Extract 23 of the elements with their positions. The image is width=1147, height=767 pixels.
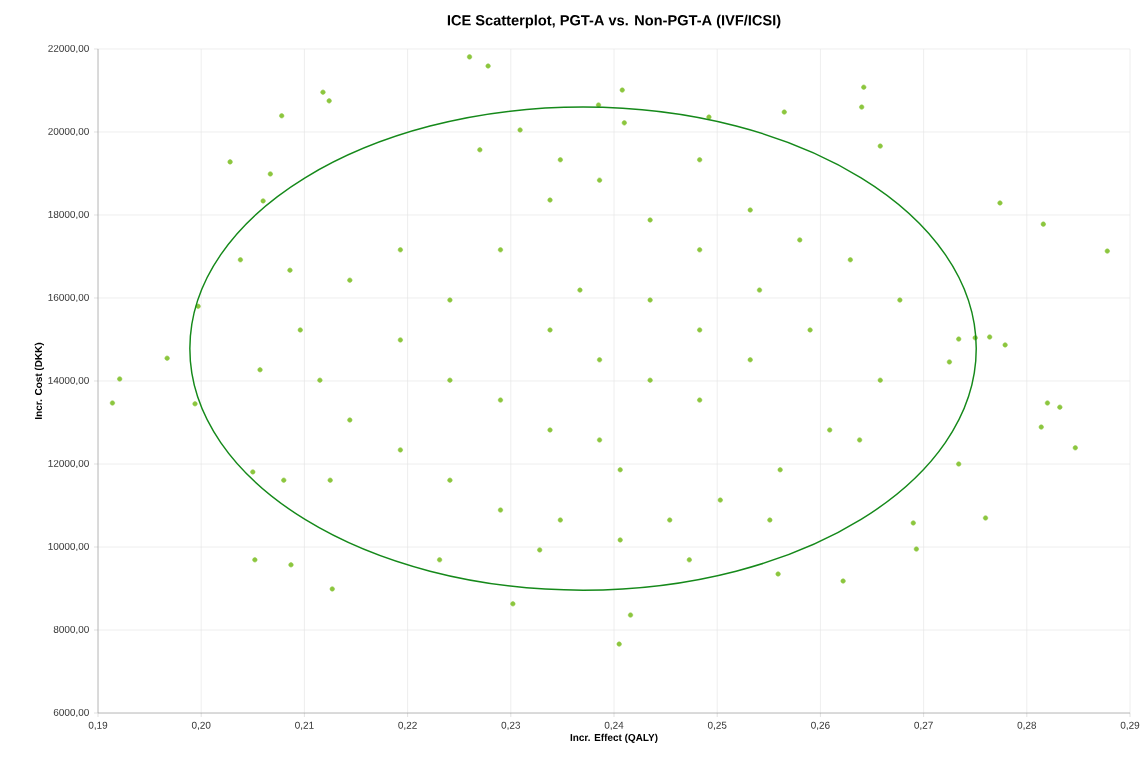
chart-title: ICE Scatterplot, PGT-A vs. Non-PGT-A (IVF/ICSI) (447, 14, 781, 29)
x-tick-label: 0,25 (707, 721, 727, 730)
y-tick-label: 16000,00 (48, 293, 89, 303)
x-tick-label: 0,26 (811, 721, 830, 730)
y-tick-label: 18000,00 (48, 210, 89, 220)
y-tick-label: 22000,00 (48, 44, 89, 54)
x-tick-label: 0,29 (1120, 721, 1140, 730)
x-tick-label: 0,21 (295, 721, 314, 730)
x-tick-label: 0,20 (191, 721, 211, 730)
y-tick-label: 14000,00 (48, 376, 89, 386)
y-tick-label: 8000,00 (53, 625, 89, 635)
x-tick-label: 0,22 (398, 721, 417, 730)
x-tick-label: 0,19 (88, 721, 108, 730)
y-axis-title: Incr. Cost (DKK) (34, 342, 44, 419)
y-tick-label: 12000,00 (48, 459, 89, 469)
x-tick-label: 0,27 (914, 721, 933, 730)
y-tick-label: 6000,00 (53, 708, 89, 718)
x-tick-label: 0,24 (604, 721, 624, 730)
x-axis-title: Incr. Effect (QALY) (570, 733, 658, 743)
y-tick-label: 10000,00 (48, 542, 89, 552)
x-tick-label: 0,23 (501, 721, 521, 730)
x-tick-label: 0,28 (1017, 721, 1037, 730)
y-tick-label: 20000,00 (48, 127, 89, 137)
